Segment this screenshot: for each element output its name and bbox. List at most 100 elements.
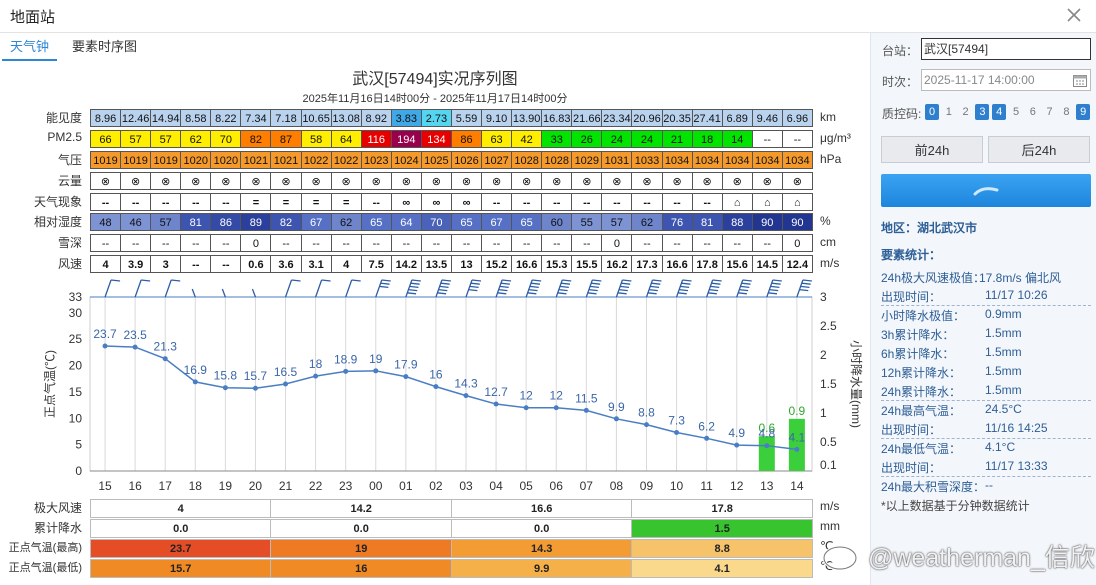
qc-code-2[interactable]: 2 bbox=[962, 106, 969, 118]
qc-code-3[interactable]: 3 bbox=[975, 104, 990, 120]
weather-cell: = bbox=[270, 193, 302, 211]
visibility-cell: 6.96 bbox=[781, 109, 813, 127]
side-panel: 台站： 武汉[57494] 时次： 2025-11-17 14:00:00 质控… bbox=[870, 33, 1096, 585]
x-tick-label: 02 bbox=[429, 479, 443, 493]
visibility-cell: 2.73 bbox=[420, 109, 452, 127]
qc-code-9[interactable]: 9 bbox=[1076, 104, 1091, 120]
visibility-cell: 27.41 bbox=[691, 109, 723, 127]
summary-cell-tmax: 19 bbox=[270, 539, 452, 558]
temperature-label: 12 bbox=[550, 389, 564, 403]
pm25-cell: 57 bbox=[120, 130, 152, 148]
wind-barb-icon bbox=[525, 279, 542, 298]
tab-weather-clock[interactable]: 天气钟 bbox=[2, 33, 58, 61]
stat-value: 11/17 13:33 bbox=[985, 459, 1048, 473]
x-tick-label: 06 bbox=[550, 479, 564, 493]
pressure-cell: 1034 bbox=[751, 151, 783, 169]
pressure-cell: 1020 bbox=[180, 151, 212, 169]
humidity-cell: 57 bbox=[601, 213, 633, 231]
humidity-cell: 81 bbox=[691, 213, 723, 231]
temperature-label: 4.9 bbox=[728, 426, 745, 440]
wind-barb-icon bbox=[375, 279, 391, 298]
pressure-cell: 1034 bbox=[661, 151, 693, 169]
y-axis-label: 正点气温(℃) bbox=[42, 350, 57, 418]
summary-label-precip: 累计降水 bbox=[33, 521, 82, 535]
humidity-cell: 76 bbox=[661, 213, 693, 231]
pm25-cell: 42 bbox=[511, 130, 543, 148]
calendar-icon[interactable] bbox=[1073, 74, 1087, 87]
visibility-cell: 3.83 bbox=[390, 109, 422, 127]
qc-code-7[interactable]: 7 bbox=[1046, 106, 1053, 118]
x-tick-label: 17 bbox=[159, 479, 173, 493]
humidity-cell: 65 bbox=[360, 213, 392, 231]
row-label-pressure: 气压 bbox=[57, 153, 82, 167]
snow-cell: -- bbox=[300, 234, 332, 252]
humidity-cell: 67 bbox=[481, 213, 513, 231]
qc-code-6[interactable]: 6 bbox=[1029, 106, 1036, 118]
qc-code-4[interactable]: 4 bbox=[992, 104, 1007, 120]
visibility-cell: 12.46 bbox=[120, 109, 152, 127]
summary-cell-precip: 0.0 bbox=[90, 519, 272, 538]
pm25-cell: -- bbox=[781, 130, 813, 148]
summary-cell-max-wind: 16.6 bbox=[450, 499, 633, 518]
qc-code-1[interactable]: 1 bbox=[945, 106, 952, 118]
temperature-point bbox=[734, 442, 740, 448]
snow-cell: -- bbox=[661, 234, 693, 252]
wind-cell: 16.6 bbox=[661, 255, 693, 273]
wind-barb-icon bbox=[766, 279, 782, 298]
snow-cell: -- bbox=[721, 234, 753, 252]
precip-bar-label: 0.9 bbox=[789, 404, 806, 418]
stat-separator bbox=[881, 305, 1091, 306]
time-input[interactable]: 2025-11-17 14:00:00 bbox=[921, 69, 1091, 91]
row-label-humidity: 相对湿度 bbox=[33, 215, 82, 229]
wind-barb-icon bbox=[555, 279, 572, 298]
cloud-cell: ⊗ bbox=[450, 172, 483, 190]
cloud-cell: ⊗ bbox=[210, 172, 242, 190]
visibility-cell: 13.90 bbox=[511, 109, 543, 127]
stat-key: 12h累计降水： bbox=[881, 366, 962, 380]
x-tick-label: 18 bbox=[189, 479, 203, 493]
station-input[interactable]: 武汉[57494] bbox=[921, 38, 1091, 60]
wind-barb-icon bbox=[284, 279, 301, 298]
temperature-point bbox=[343, 368, 349, 374]
pm25-cell: 70 bbox=[210, 130, 242, 148]
pm25-cell: 62 bbox=[180, 130, 212, 148]
visibility-cell: 21.66 bbox=[571, 109, 603, 127]
qc-code-0[interactable]: 0 bbox=[925, 104, 939, 120]
tab-element-timeseries[interactable]: 要素时序图 bbox=[72, 39, 138, 54]
weather-cell: -- bbox=[210, 193, 242, 211]
y-tick-label: 30 bbox=[69, 306, 83, 320]
prev-24h-button[interactable]: 前24h bbox=[881, 136, 983, 163]
wind-cell: 15.6 bbox=[721, 255, 753, 273]
qc-code-5[interactable]: 5 bbox=[1012, 106, 1020, 118]
time-label: 时次： bbox=[882, 75, 919, 89]
visibility-cell: 8.92 bbox=[360, 109, 392, 127]
temperature-point bbox=[102, 343, 108, 349]
weather-cell: ∞ bbox=[450, 193, 483, 211]
close-icon[interactable] bbox=[1064, 5, 1084, 25]
y2-tick-label: 1 bbox=[820, 406, 827, 420]
x-tick-label: 07 bbox=[580, 479, 594, 493]
temperature-point bbox=[583, 407, 589, 413]
pressure-cell: 1027 bbox=[481, 151, 513, 169]
summary-cell-max-wind: 14.2 bbox=[270, 499, 452, 518]
pm25-cell: 26 bbox=[571, 130, 603, 148]
humidity-cell: 46 bbox=[120, 213, 152, 231]
pressure-cell: 1031 bbox=[601, 151, 633, 169]
x-tick-label: 00 bbox=[369, 479, 383, 493]
next-24h-button[interactable]: 后24h bbox=[988, 136, 1090, 163]
chart-subtitle: 2025年11月16日14时00分 - 2025年11月17日14时00分 bbox=[302, 93, 568, 105]
snow-cell: -- bbox=[450, 234, 483, 252]
humidity-cell: 57 bbox=[150, 213, 182, 231]
stat-value: 1.5mm bbox=[985, 364, 1022, 378]
play-button[interactable] bbox=[881, 174, 1091, 207]
cloud-cell: ⊗ bbox=[571, 172, 603, 190]
cloud-cell: ⊗ bbox=[390, 172, 422, 190]
wind-cell: 14.5 bbox=[751, 255, 783, 273]
humidity-cell: 65 bbox=[450, 213, 483, 231]
wind-cell: 4 bbox=[90, 255, 122, 273]
qc-code-8[interactable]: 8 bbox=[1063, 106, 1070, 118]
stat-key: 24h累计降水： bbox=[881, 385, 962, 399]
pm25-cell: 24 bbox=[631, 130, 663, 148]
temperature-point bbox=[132, 344, 138, 350]
